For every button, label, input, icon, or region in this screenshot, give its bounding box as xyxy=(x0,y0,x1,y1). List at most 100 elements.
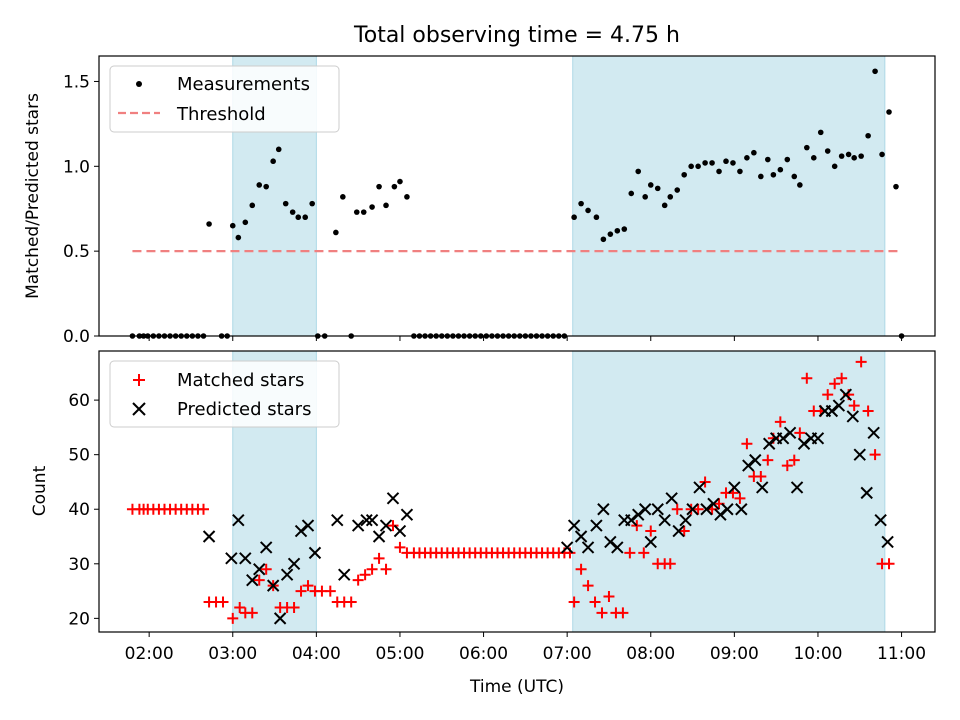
matched-stars-point xyxy=(862,405,874,417)
predicted-stars-point xyxy=(360,513,373,527)
predicted-stars-point xyxy=(365,513,379,527)
matched-stars-point xyxy=(366,563,378,575)
measurement-point xyxy=(865,132,871,139)
top-axes-frame xyxy=(98,55,936,337)
matched-stars-point xyxy=(387,520,399,532)
matched-stars-point xyxy=(755,470,767,482)
x-tick-label: 10:00 xyxy=(793,644,842,664)
matched-stars-point xyxy=(568,596,580,608)
measurement-point xyxy=(628,190,635,197)
predicted-stars-point xyxy=(266,579,280,592)
predicted-stars-point xyxy=(590,519,603,532)
predicted-stars-point xyxy=(825,404,839,418)
predicted-stars-point xyxy=(379,519,393,532)
legend-matched-stars: Matched stars xyxy=(177,370,304,391)
measurement-point xyxy=(397,178,403,185)
measurement-point xyxy=(695,163,701,170)
matched-stars-point xyxy=(394,541,406,553)
matched-stars-point xyxy=(227,612,239,624)
measurement-point xyxy=(302,214,309,221)
matched-stars-point xyxy=(246,607,258,619)
measurement-point xyxy=(585,207,591,214)
predicted-stars-point xyxy=(658,513,671,527)
predicted-stars-point xyxy=(604,535,617,549)
measurement-point xyxy=(893,183,899,190)
top-panel: 0.0 0.5 1.0 1.5 Matched/Predicted stars Mea… xyxy=(23,55,936,347)
predicted-stars-point xyxy=(651,503,664,516)
predicted-stars-point xyxy=(839,388,853,401)
predicted-stars-point xyxy=(749,453,762,467)
observing-interval-band xyxy=(572,55,886,337)
measurement-point xyxy=(309,200,315,207)
predicted-stars-point xyxy=(581,541,595,554)
matched-stars-point xyxy=(624,547,636,559)
measurement-point xyxy=(758,173,764,180)
measurement-point xyxy=(282,200,289,207)
matched-stars-point xyxy=(869,449,881,461)
matched-stars-point xyxy=(794,427,806,439)
x-tick-label: 11:00 xyxy=(877,644,926,664)
measurement-point xyxy=(295,214,302,221)
predicted-stars-point xyxy=(735,503,748,516)
measurement-point xyxy=(340,194,346,200)
predicted-stars-legend-marker xyxy=(132,402,146,416)
measurement-point xyxy=(206,221,212,227)
measurement-point xyxy=(838,153,845,159)
matched-stars-point xyxy=(848,400,860,412)
y-tick-label: 60 xyxy=(68,391,90,411)
predicted-stars-point xyxy=(239,552,252,565)
measurement-point xyxy=(709,160,715,166)
predicted-stars-point xyxy=(846,410,860,423)
matched-stars-point xyxy=(589,596,601,608)
predicted-stars-point xyxy=(742,459,755,472)
measurement-point xyxy=(797,182,803,188)
matched-stars-point xyxy=(352,574,364,586)
matched-stars-point xyxy=(822,389,834,401)
predicted-stars-point xyxy=(679,513,692,527)
measurement-point xyxy=(879,151,885,158)
matched-stars-point xyxy=(288,601,300,613)
matched-stars-point xyxy=(678,525,690,537)
legend-predicted-stars: Predicted stars xyxy=(177,399,311,420)
measurement-point xyxy=(263,183,270,190)
matched-stars-point xyxy=(373,552,385,564)
predicted-stars-point xyxy=(625,513,638,527)
matched-stars-point xyxy=(699,476,711,488)
measurement-point xyxy=(688,163,694,170)
matched-stars-point xyxy=(603,591,615,603)
predicted-stars-point xyxy=(225,552,238,565)
measurement-point xyxy=(751,149,757,156)
matched-stars-point xyxy=(575,563,587,575)
predicted-stars-point xyxy=(686,503,699,516)
predicted-stars-point xyxy=(790,481,804,494)
y-tick-label: 0.0 xyxy=(63,327,90,347)
top-y-axis-label: Matched/Predicted stars xyxy=(23,93,43,299)
measurement-point xyxy=(353,209,360,215)
predicted-stars-point xyxy=(832,399,846,412)
measurement-point xyxy=(791,173,798,180)
matched-stars-point xyxy=(692,503,704,515)
x-tick-label: 04:00 xyxy=(292,644,341,664)
measurement-point xyxy=(770,171,777,178)
x-tick-label: 07:00 xyxy=(543,644,592,664)
predicted-stars-point xyxy=(301,519,315,532)
predicted-stars-point xyxy=(372,530,386,543)
predicted-stars-point xyxy=(351,519,365,532)
matched-stars-points xyxy=(126,356,895,624)
matched-stars-legend-marker xyxy=(133,374,145,386)
predicted-stars-point xyxy=(597,503,610,516)
y-tick-label: 0.5 xyxy=(63,242,90,262)
measurement-point xyxy=(383,202,389,209)
matched-stars-point xyxy=(829,378,841,390)
predicted-stars-point xyxy=(400,508,414,521)
measurement-point xyxy=(391,183,398,190)
matched-stars-point xyxy=(781,460,793,472)
x-tick-label: 06:00 xyxy=(459,644,508,664)
matched-stars-point xyxy=(302,580,314,592)
matched-stars-point xyxy=(234,601,246,613)
measurement-point xyxy=(654,185,661,192)
measurement-point xyxy=(851,155,857,161)
predicted-stars-point xyxy=(860,486,873,500)
measurement-point xyxy=(831,163,838,170)
